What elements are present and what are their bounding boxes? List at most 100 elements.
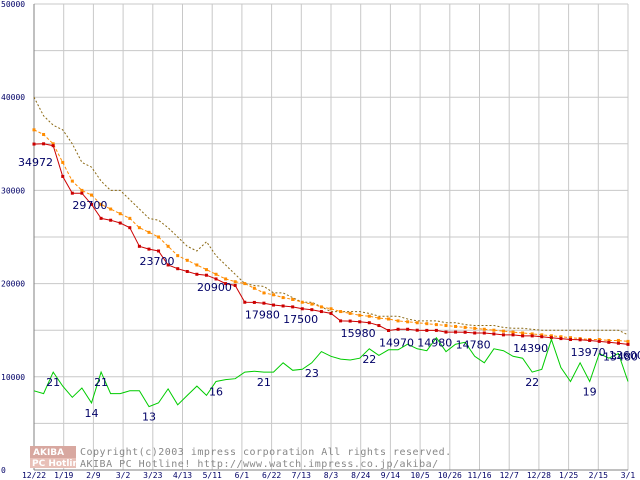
data-label-count: 22: [362, 353, 376, 366]
series-min-point: [224, 282, 228, 286]
series-min-point: [99, 216, 103, 220]
x-tick-label: 6/22: [262, 471, 281, 480]
series-min-point: [454, 330, 458, 334]
series-average-point: [454, 324, 458, 328]
series-min-point: [32, 142, 36, 146]
series-average-point: [434, 323, 438, 327]
series-average-point: [61, 160, 65, 164]
series-min-point: [310, 308, 314, 312]
series-min-point: [530, 334, 534, 338]
y-tick-label: 10000: [1, 373, 25, 382]
data-label-count: 19: [583, 385, 597, 398]
series-min-point: [348, 319, 352, 323]
x-tick-label: 1/25: [559, 471, 578, 480]
series-min-point: [540, 335, 544, 339]
series-average-point: [425, 322, 429, 326]
series-average-point: [281, 296, 285, 300]
watermark: AKIBA PC Hotline! Copyright(c)2003 impre…: [30, 446, 451, 470]
series-average-point: [300, 300, 304, 304]
y-tick-label: 40000: [1, 93, 25, 102]
series-min-point: [367, 321, 371, 325]
series-average-point: [415, 321, 419, 325]
series-average-point: [549, 334, 553, 338]
data-label-count: 21: [257, 376, 271, 389]
series-min-point: [521, 334, 525, 338]
data-label-count: 21: [46, 376, 60, 389]
series-min-point: [492, 332, 496, 336]
series-min-point: [214, 277, 218, 281]
series-min-point: [195, 272, 199, 276]
series-min-point: [559, 337, 563, 341]
series-min-point: [444, 330, 448, 334]
series-average-point: [473, 326, 477, 330]
x-tick-label: 2/15: [589, 471, 608, 480]
data-label-count: 13: [142, 411, 156, 424]
series-average-point: [51, 142, 55, 146]
x-tick-label: 7/13: [292, 471, 311, 480]
x-tick-label: 12/22: [22, 471, 46, 480]
data-label-min: 34972: [18, 156, 53, 169]
series-min-point: [569, 338, 573, 342]
x-tick-label: 3/23: [143, 471, 162, 480]
x-tick-label: 12/7: [500, 471, 519, 480]
series-average-point: [386, 317, 390, 321]
x-tick-label: 10/26: [438, 471, 462, 480]
series-min-point: [358, 320, 362, 324]
series-average-point: [492, 328, 496, 332]
series-min-point: [80, 191, 84, 195]
series-average-point: [540, 333, 544, 337]
x-tick-label: 5/11: [203, 471, 222, 480]
series-average-point: [377, 316, 381, 320]
series-average-point: [252, 286, 256, 290]
logo-bottom-box: [30, 458, 76, 468]
x-tick-label: 4/13: [173, 471, 192, 480]
series-average-point: [607, 338, 611, 342]
series-average-point: [70, 179, 74, 183]
series-average-point: [118, 212, 122, 216]
series-average-point: [147, 230, 151, 234]
x-tick-label: 12/28: [527, 471, 551, 480]
x-tick-label: 11/16: [467, 471, 491, 480]
data-labels: 34972 29700 23700 20900 17980 17500 1598014970…: [18, 156, 640, 424]
series-min-point: [588, 338, 592, 342]
data-label-min: 14970: [379, 336, 414, 349]
series-average-point: [616, 338, 620, 342]
series-average-point: [310, 302, 314, 306]
series-min-point: [463, 330, 467, 334]
series-average-point: [42, 132, 46, 136]
series-average-point: [329, 307, 333, 311]
series-min-point: [89, 202, 93, 206]
data-label-count: 23: [305, 367, 319, 380]
y-tick-label: 0: [1, 466, 6, 475]
series-average-point: [176, 254, 180, 258]
series-average-point: [137, 226, 141, 230]
data-label-count: 16: [209, 385, 223, 398]
series-min-point: [415, 328, 419, 332]
series-average-point: [233, 280, 237, 284]
data-label-min: 14780: [456, 338, 491, 351]
series-average-point: [444, 324, 448, 328]
series-min-point: [300, 307, 304, 311]
series-min-point: [396, 327, 400, 331]
series-min-point: [291, 305, 295, 309]
series-min-point: [272, 303, 276, 307]
x-tick-label: 3/1: [621, 471, 636, 480]
series-min-point: [511, 333, 515, 337]
series-average-point: [501, 329, 505, 333]
logo-top-text: AKIBA: [33, 448, 64, 458]
series-average-point: [204, 268, 208, 272]
series-average-point: [32, 128, 36, 132]
series-min-point: [501, 333, 505, 337]
y-tick-label: 30000: [1, 186, 25, 195]
series-average-point: [291, 297, 295, 301]
series-average-point: [185, 258, 189, 262]
series-average-point: [511, 330, 515, 334]
x-axis-ticks: 12/22 1/19 2/9 3/2 3/23 4/13 5/11 6/1 6/22 7/13 8/…: [22, 471, 635, 480]
series-average-point: [463, 325, 467, 329]
series-average-point: [559, 335, 563, 339]
data-label-min: 14390: [513, 342, 548, 355]
series-min-point: [597, 339, 601, 343]
series-average-point: [272, 293, 276, 297]
logo-bottom-text: PC Hotline!: [32, 459, 89, 469]
series-min-point: [406, 327, 410, 331]
